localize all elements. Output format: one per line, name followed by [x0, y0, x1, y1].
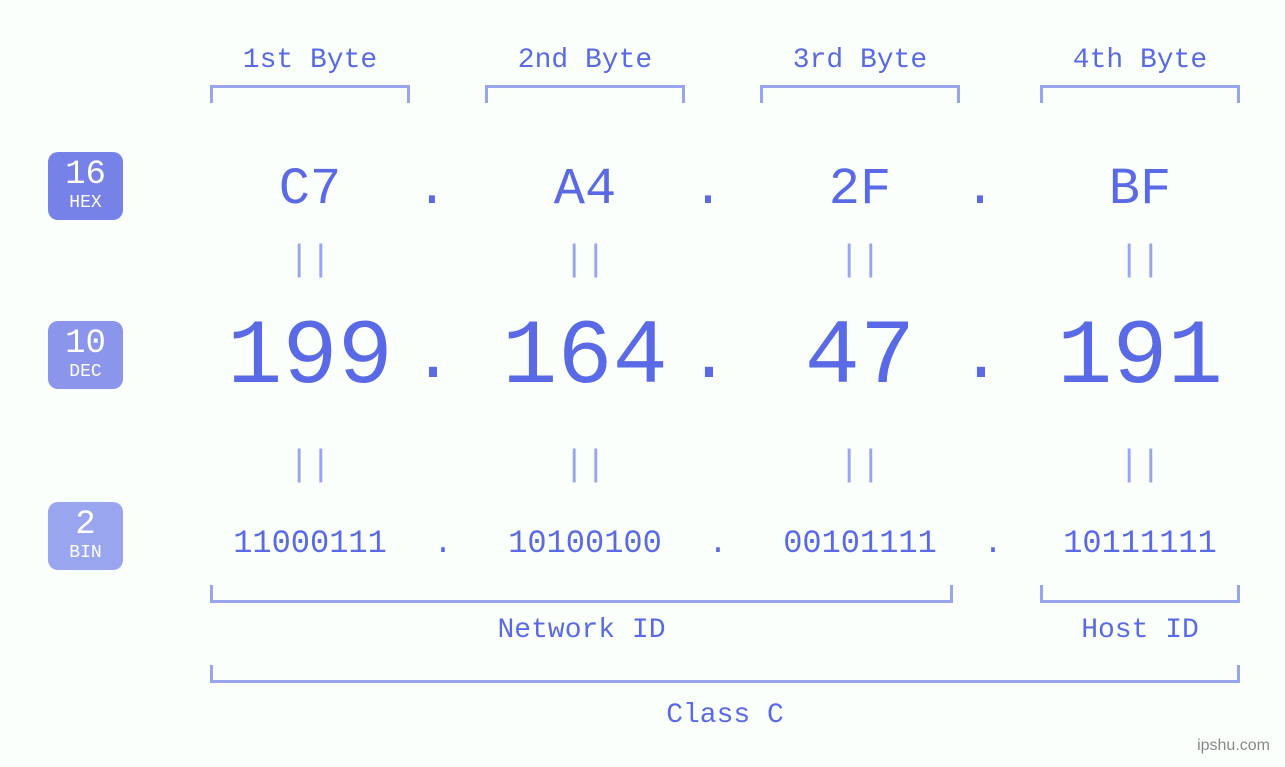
eq-1-3: ||: [760, 240, 960, 281]
bracket-host-id: [1040, 585, 1240, 603]
label-network-id: Network ID: [210, 615, 953, 646]
badge-bin: 2 BIN: [48, 502, 123, 570]
badge-dec-label: DEC: [48, 363, 123, 381]
byte-header-1: 1st Byte: [210, 45, 410, 76]
dec-byte-2: 164: [480, 305, 690, 410]
badge-dec: 10 DEC: [48, 321, 123, 389]
dec-byte-1: 199: [205, 305, 415, 410]
bin-byte-1: 11000111: [195, 525, 425, 562]
label-class: Class C: [210, 700, 1240, 731]
byte-header-4: 4th Byte: [1040, 45, 1240, 76]
dec-byte-4: 191: [1035, 305, 1245, 410]
byte-header-3: 3rd Byte: [760, 45, 960, 76]
ip-diagram: 1st Byte 2nd Byte 3rd Byte 4th Byte 16 H…: [0, 0, 1285, 767]
badge-bin-num: 2: [48, 508, 123, 542]
bin-byte-3: 00101111: [745, 525, 975, 562]
eq-1-2: ||: [485, 240, 685, 281]
eq-1-1: ||: [210, 240, 410, 281]
bin-byte-2: 10100100: [470, 525, 700, 562]
bracket-network-id: [210, 585, 953, 603]
hex-dot-1: .: [412, 160, 452, 219]
label-host-id: Host ID: [1040, 615, 1240, 646]
badge-hex-num: 16: [48, 158, 123, 192]
bin-byte-4: 10111111: [1025, 525, 1255, 562]
top-bracket-4: [1040, 85, 1240, 103]
hex-byte-3: 2F: [760, 160, 960, 219]
top-bracket-3: [760, 85, 960, 103]
hex-dot-3: .: [960, 160, 1000, 219]
eq-2-4: ||: [1040, 445, 1240, 486]
dec-dot-2: .: [688, 320, 728, 399]
hex-byte-1: C7: [210, 160, 410, 219]
badge-hex: 16 HEX: [48, 152, 123, 220]
top-bracket-1: [210, 85, 410, 103]
hex-dot-2: .: [688, 160, 728, 219]
bin-dot-2: .: [703, 525, 733, 562]
top-bracket-2: [485, 85, 685, 103]
dec-dot-1: .: [412, 320, 452, 399]
hex-byte-2: A4: [485, 160, 685, 219]
bin-dot-1: .: [428, 525, 458, 562]
badge-bin-label: BIN: [48, 544, 123, 562]
dec-dot-3: .: [960, 320, 1000, 399]
hex-byte-4: BF: [1040, 160, 1240, 219]
bracket-class: [210, 665, 1240, 683]
badge-dec-num: 10: [48, 327, 123, 361]
bin-dot-3: .: [978, 525, 1008, 562]
eq-2-1: ||: [210, 445, 410, 486]
watermark: ipshu.com: [1197, 737, 1270, 755]
byte-header-2: 2nd Byte: [485, 45, 685, 76]
eq-2-3: ||: [760, 445, 960, 486]
dec-byte-3: 47: [760, 305, 960, 410]
badge-hex-label: HEX: [48, 194, 123, 212]
eq-1-4: ||: [1040, 240, 1240, 281]
eq-2-2: ||: [485, 445, 685, 486]
